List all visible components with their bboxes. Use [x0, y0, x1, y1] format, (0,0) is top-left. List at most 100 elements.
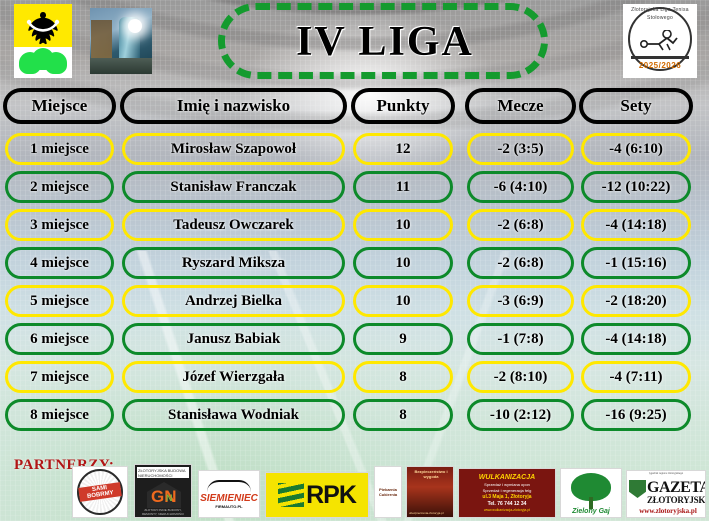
cell-place: 6 miejsce	[5, 323, 114, 355]
table-header-row: Miejsce Imię i nazwisko Punkty Mecze Set…	[0, 86, 709, 130]
cell-name: Stanisława Wodniak	[122, 399, 345, 431]
partner-name-gn: GN	[151, 487, 177, 506]
cell-place: 2 miejsce	[5, 171, 114, 203]
photo-sun-flare	[128, 18, 143, 33]
gazeta-masthead-line: tygodnik regionu złotoryjskiego	[648, 472, 684, 475]
partners-strip: PARTNERZY: SAMI BOBRMY ZŁOTORYJSKA BUDOW…	[0, 453, 709, 521]
rpk-wave-icon	[278, 483, 305, 507]
partner-name-gazeta: GAZETA	[647, 479, 706, 496]
cell-points: 11	[353, 171, 453, 203]
cell-sets: -4 (14:18)	[581, 209, 691, 241]
wulkanizacja-phone: Tel. 76 744 12 34	[487, 501, 527, 507]
table-row: 5 miejsce Andrzej Bielka 10 -3 (6:9) -2 …	[0, 282, 709, 320]
cell-sets: -1 (15:16)	[581, 247, 691, 279]
partner-logo-samibobrmy[interactable]: SAMI BOBRMY	[72, 466, 128, 518]
cell-points: 10	[353, 285, 453, 317]
cell-matches: -2 (6:8)	[467, 209, 574, 241]
zlotoryja-coat-of-arms-logo	[14, 4, 72, 78]
tree-icon	[571, 473, 611, 501]
cell-points: 8	[353, 399, 453, 431]
cell-sets: -4 (14:18)	[581, 323, 691, 355]
photo-ground	[90, 58, 152, 74]
gn-logo-n-mark: N	[166, 493, 173, 503]
cell-matches: -3 (6:9)	[467, 285, 574, 317]
bezpieczenstwo-url: ubezpieczenia-zlotoryja.pl	[409, 511, 444, 515]
siemieniec-subtitle: FIRMAUTO.PL	[215, 503, 243, 509]
cell-name: Andrzej Bielka	[122, 285, 345, 317]
cell-points: 10	[353, 209, 453, 241]
cell-matches: -6 (4:10)	[467, 171, 574, 203]
photo-building-left	[91, 19, 113, 59]
wulkanizacja-url: www.wulkanizacja-zlotoryja.pl	[483, 508, 531, 512]
gazeta-url: www.zlotoryjska.pl	[639, 507, 697, 515]
partner-logo-siemieniec[interactable]: SIEMIENIEC FIRMAUTO.PL	[198, 470, 260, 518]
cell-sets: -4 (7:11)	[581, 361, 691, 393]
wulkanizacja-box: WULKANIZACJA Sprzedaż i wymiana opon Spr…	[459, 469, 555, 517]
partner-logo-gn[interactable]: ZŁOTORYJSKA BUDOWA NIERUCHOMOŚCI GN N ZŁO…	[134, 464, 192, 518]
cell-name: Ryszard Miksza	[122, 247, 345, 279]
cell-sets: -16 (9:25)	[581, 399, 691, 431]
standings-table: Miejsce Imię i nazwisko Punkty Mecze Set…	[0, 86, 709, 434]
cell-place: 7 miejsce	[5, 361, 114, 393]
partner-name-rpk: RPK	[306, 480, 357, 509]
partner-logo-wulkanizacja[interactable]: WULKANIZACJA Sprzedaż i wymiana opon Spr…	[458, 468, 556, 518]
cell-place: 8 miejsce	[5, 399, 114, 431]
cell-place: 4 miejsce	[5, 247, 114, 279]
table-tennis-player-icon	[639, 30, 678, 51]
wulkanizacja-line-2: Sprzedaż i wymiana opon	[484, 482, 530, 487]
cell-sets: -2 (18:20)	[581, 285, 691, 317]
cell-place: 3 miejsce	[5, 209, 114, 241]
column-header-points: Punkty	[351, 88, 455, 124]
cell-name: Tadeusz Owczarek	[122, 209, 345, 241]
partner-logo-zielony-gaj[interactable]: Zielony Gaj	[560, 468, 622, 518]
gn-logo-box: ZŁOTORYJSKA BUDOWA NIERUCHOMOŚCI GN N ZŁO…	[135, 465, 191, 517]
cell-matches: -1 (7:8)	[467, 323, 574, 355]
tree-trunk-icon	[589, 497, 593, 509]
coa-green-hill-right	[45, 52, 67, 74]
partner-logo-rpk[interactable]: RPK	[265, 472, 369, 518]
table-row: 3 miejsce Tadeusz Owczarek 10 -2 (6:8) -…	[0, 206, 709, 244]
cell-name: Józef Wierzgała	[122, 361, 345, 393]
cell-sets: -12 (10:22)	[581, 171, 691, 203]
cell-matches: -10 (2:12)	[467, 399, 574, 431]
samibobrmy-stamp-icon: SAMI BOBRMY	[77, 469, 123, 515]
siemieniec-car-icon	[206, 479, 251, 492]
town-photo	[90, 8, 152, 74]
cell-matches: -2 (3:5)	[467, 133, 574, 165]
table-row: 7 miejsce Józef Wierzgała 8 -2 (8:10) -4…	[0, 358, 709, 396]
cell-points: 9	[353, 323, 453, 355]
silesian-eagle-icon	[26, 12, 60, 45]
gn-logo-footer-text: ZŁOTORYJSKIE BUDOWY, REMONTY, NIERUCHOMO…	[141, 508, 185, 516]
partner-name-wulkanizacja: WULKANIZACJA	[478, 474, 536, 481]
cell-name: Stanisław Franczak	[122, 171, 345, 203]
page-title: IV LIGA	[296, 19, 474, 65]
table-row: 2 miejsce Stanisław Franczak 11 -6 (4:10…	[0, 168, 709, 206]
partner-name-bezpieczenstwo: Bezpieczeństwo i wygoda	[414, 469, 448, 479]
wulkanizacja-address: ul.3 Maja 1, Złotoryja	[482, 494, 532, 500]
gn-logo-header-text: ZŁOTORYJSKA BUDOWA NIERUCHOMOŚCI	[138, 468, 186, 478]
gazeta-crest-icon	[629, 480, 646, 498]
cell-points: 12	[353, 133, 453, 165]
column-header-matches: Mecze	[465, 88, 576, 124]
zielony-gaj-box: Zielony Gaj	[561, 469, 621, 517]
table-row: 4 miejsce Ryszard Miksza 10 -2 (6:8) -1 …	[0, 244, 709, 282]
title-dashed-frame	[218, 3, 548, 79]
cell-name: Janusz Babiak	[122, 323, 345, 355]
partner-name-zielony-gaj: Zielony Gaj	[572, 508, 610, 515]
column-header-name: Imię i nazwisko	[120, 88, 347, 124]
cell-matches: -2 (6:8)	[467, 247, 574, 279]
cell-name: Mirosław Szapowoł	[122, 133, 345, 165]
partner-logo-gazeta-zlotoryjska[interactable]: tygodnik regionu złotoryjskiego GAZETA Z…	[626, 470, 706, 518]
gazeta-box: tygodnik regionu złotoryjskiego GAZETA Z…	[627, 471, 705, 517]
cell-sets: -4 (6:10)	[581, 133, 691, 165]
partner-name-siemieniec: SIEMIENIEC	[200, 492, 258, 504]
partner-logo-bezpieczenstwo[interactable]: Bezpieczeństwo i wygoda ubezpieczenia-zl…	[406, 466, 454, 518]
bezpieczenstwo-box: Bezpieczeństwo i wygoda ubezpieczenia-zl…	[407, 467, 453, 517]
partner-logo-piekarnia[interactable]: Piekarnia Cukiernia	[374, 466, 402, 518]
cell-points: 10	[353, 247, 453, 279]
cell-points: 8	[353, 361, 453, 393]
gazeta-subtitle: ZŁOTORYJSKA	[647, 495, 706, 505]
table-row: 1 miejsce Mirosław Szapowoł 12 -2 (3:5) …	[0, 130, 709, 168]
column-header-sets: Sety	[579, 88, 693, 124]
